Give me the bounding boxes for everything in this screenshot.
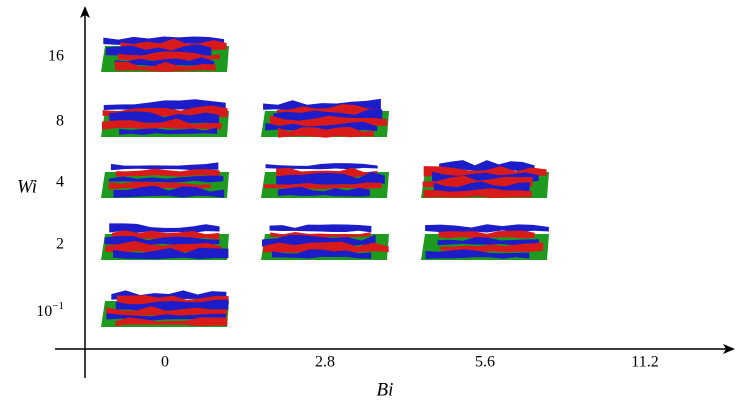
stripe (422, 175, 533, 188)
stripe (110, 162, 219, 171)
stripe (433, 181, 530, 194)
stripe (265, 163, 378, 170)
flow-panel (261, 98, 389, 138)
stripe (113, 185, 225, 198)
flow-panel (421, 160, 549, 198)
stripe (115, 317, 228, 327)
stripe (425, 249, 530, 259)
flow-panels (101, 36, 549, 327)
flow-panel (101, 36, 229, 72)
x-tick-label: 2.8 (315, 354, 335, 371)
flow-panel (421, 224, 549, 260)
stripe (439, 160, 535, 172)
stripe (438, 230, 535, 239)
stripe (423, 188, 532, 198)
stripe (277, 186, 370, 197)
stripe (108, 175, 224, 183)
x-tick-label: 5.6 (475, 354, 495, 371)
y-tick-label: 16 (48, 48, 64, 65)
stripe (111, 230, 220, 240)
stripe (276, 171, 385, 185)
y-tick-label: 4 (56, 174, 64, 191)
stripe (425, 224, 549, 233)
stripe (109, 223, 220, 233)
y-tick-label: 8 (56, 113, 64, 130)
stripe (102, 118, 222, 130)
stripe (271, 249, 372, 259)
y-tick-label: 2 (56, 236, 64, 253)
flow-panel (101, 162, 229, 198)
flow-panel (261, 224, 389, 260)
stripe (105, 240, 222, 253)
y-axis-label: Wi (17, 176, 37, 197)
stripe (263, 241, 389, 253)
stripe (113, 247, 229, 260)
stripe (437, 237, 539, 246)
stripe (277, 126, 374, 138)
flow-panel (261, 163, 389, 198)
stripe (103, 36, 225, 45)
x-tick-label: 0 (161, 354, 169, 371)
y-tick-label: 10−1 (36, 300, 64, 320)
x-axis-label: Bi (377, 379, 394, 400)
flow-panel (101, 223, 229, 260)
stripe (115, 168, 220, 177)
stripe (269, 224, 372, 233)
stripe (114, 57, 215, 67)
stripe (106, 306, 227, 317)
flow-panel (101, 290, 229, 327)
stripe (109, 111, 220, 124)
x-tick-label: 11.2 (631, 354, 658, 371)
flow-panel (101, 99, 229, 137)
stripe (119, 127, 218, 135)
stripe (263, 182, 382, 190)
stripe (117, 51, 220, 61)
stripe (114, 61, 216, 72)
